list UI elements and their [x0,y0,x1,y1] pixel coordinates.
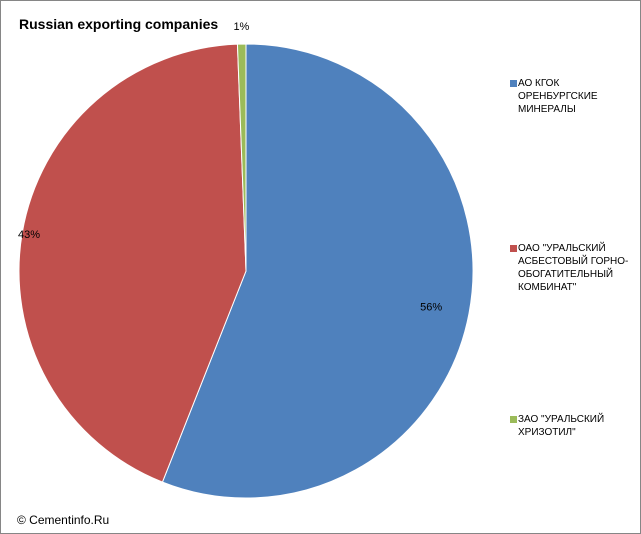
pie-slice-orenburg [161,43,474,499]
chart-title: Russian exporting companies [19,16,219,32]
data-label-uralasbest: 43% [18,229,40,241]
data-label-orenburg: 56% [420,301,442,313]
pie-data-labels: 56% 43% 1% [18,21,442,313]
pie-slices [18,43,474,499]
pie-slice-uralkhrizotil [236,43,247,272]
data-label-uralkhrizotil: 1% [233,21,249,33]
copyright-text: © Cementinfo.Ru [17,513,110,527]
pie-slice-uralasbest [18,43,247,483]
